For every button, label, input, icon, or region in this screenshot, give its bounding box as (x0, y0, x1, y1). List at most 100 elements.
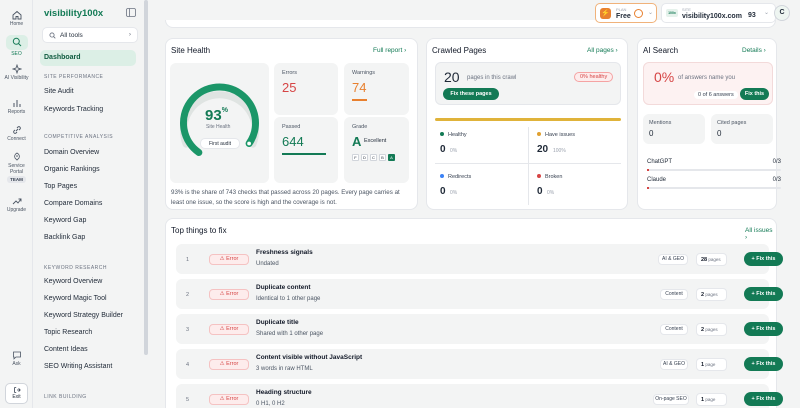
rail-ask[interactable]: Ask (0, 350, 33, 367)
category-tag: AI & GEO (658, 254, 688, 265)
warnings-tile[interactable]: Warnings 74 (344, 63, 409, 115)
health-score: 93% (205, 107, 228, 124)
fix-pages-button[interactable]: Fix these pages (443, 88, 499, 100)
sidebar-item-keywords-tracking[interactable]: Keywords Tracking (44, 106, 104, 113)
stat-healthy[interactable]: Healthy 0 0% (440, 132, 467, 155)
category-tag: Content (660, 289, 688, 300)
health-description: 93% is the share of 743 checks that pass… (171, 189, 400, 206)
sidebar-item-keyword-overview[interactable]: Keyword Overview (44, 278, 103, 285)
sidebar-scrollbar[interactable] (144, 0, 148, 355)
issue-row[interactable]: 2 ⚠ Error Duplicate content Identical to… (176, 279, 783, 309)
sidebar-item-backlink-gap[interactable]: Backlink Gap (44, 234, 86, 241)
site-selector[interactable]: 100x SITE visibility100x.com 93 ⌄ (661, 3, 776, 23)
sidebar-item-site-audit[interactable]: Site Audit (44, 88, 74, 95)
sparkle-icon (11, 64, 22, 74)
ai-fix-button[interactable]: Fix this (740, 88, 769, 100)
sidebar-item-domain-overview[interactable]: Domain Overview (44, 149, 100, 156)
ai-summary: 0% of answers name you 0 of 6 answers Fi… (643, 62, 773, 105)
error-badge: ⚠ Error (209, 254, 249, 265)
sidebar-item-organic-rankings[interactable]: Organic Rankings (44, 166, 100, 173)
crawl-status-bar (435, 118, 621, 121)
mentions-tile: Mentions 0 (643, 114, 705, 144)
avatar[interactable]: C (774, 5, 790, 21)
stat-broken[interactable]: Broken 0 0% (537, 174, 563, 197)
pages-count: 2 pages (696, 323, 727, 336)
fix-button[interactable]: + Fix this (744, 357, 783, 371)
stat-have-issues[interactable]: Have issues 20 100% (537, 132, 575, 155)
section-title: KEYWORD RESEARCH (44, 265, 108, 271)
sidebar-item-top-pages[interactable]: Top Pages (44, 183, 78, 190)
rocket-icon (13, 152, 20, 161)
site-logo: 100x (666, 9, 678, 17)
details-link[interactable]: Details › (742, 47, 766, 54)
plan-selector[interactable]: ⚡ PLAN Free ⌄ (595, 3, 657, 23)
exit-button[interactable]: Exit (5, 383, 28, 404)
all-issues-link[interactable]: All issues › (745, 227, 773, 241)
team-badge: TEAM (7, 176, 26, 183)
sidebar-item-content-ideas[interactable]: Content Ideas (44, 346, 88, 353)
chevron-down-icon: ⌄ (764, 10, 770, 16)
rail-reports[interactable]: Reports (0, 98, 33, 115)
section-title: LINK BUILDING (44, 394, 87, 400)
health-gauge: 93% Site Health First audit (170, 63, 269, 183)
rail-ai-visibility[interactable]: AI Visibility (0, 64, 33, 81)
fix-button[interactable]: + Fix this (744, 322, 783, 336)
error-badge: ⚠ Error (209, 359, 249, 370)
rail-service-portal[interactable]: Service Portal TEAM (0, 152, 33, 183)
rail-upgrade[interactable]: Upgrade (0, 196, 33, 213)
error-badge: ⚠ Error (209, 324, 249, 335)
sidebar-item-dashboard[interactable]: Dashboard (40, 50, 136, 66)
stat-redirects[interactable]: Redirects 0 0% (440, 174, 472, 197)
category-tag: Content (660, 324, 688, 335)
chevron-right-icon: › (128, 31, 131, 38)
card-title: AI Search (643, 46, 679, 55)
sidebar-item-compare-domains[interactable]: Compare Domains (44, 200, 103, 207)
pages-count: 1 page (696, 358, 727, 371)
healthy-pill: 0% healthy (574, 72, 614, 82)
sidebar-item-keyword-strategy-builder[interactable]: Keyword Strategy Builder (44, 312, 123, 319)
issue-row[interactable]: 3 ⚠ Error Duplicate title Shared with 1 … (176, 314, 783, 344)
pages-count: 28 pages (696, 253, 727, 266)
sidebar-collapse-icon[interactable] (126, 8, 136, 17)
passed-tile[interactable]: Passed 644 (274, 117, 338, 183)
sidebar-item-keyword-gap[interactable]: Keyword Gap (44, 217, 87, 224)
section-title: COMPETITIVE ANALYSIS (44, 134, 114, 140)
first-audit-badge: First audit (200, 138, 240, 149)
fix-button[interactable]: + Fix this (744, 287, 783, 301)
rail-seo[interactable]: SEO (0, 35, 33, 57)
full-report-link[interactable]: Full report › (373, 47, 407, 54)
sidebar-item-topic-research[interactable]: Topic Research (44, 329, 93, 336)
rail-connect[interactable]: Connect (0, 125, 33, 142)
sidebar-item-seo-writing-assistant[interactable]: SEO Writing Assistant (44, 363, 113, 370)
trending-up-icon (12, 198, 21, 205)
gauge-arc (180, 83, 259, 156)
plan-usage-ring (634, 9, 643, 18)
errors-tile[interactable]: Errors 25 (274, 63, 338, 115)
fix-button[interactable]: + Fix this (744, 252, 783, 266)
card-title: Site Health (171, 46, 211, 55)
crawl-summary: 20 pages in this crawl 0% healthy Fix th… (435, 62, 621, 105)
issue-row[interactable]: 4 ⚠ Error Content visible without JavaSc… (176, 349, 783, 379)
site-health-card: Site Health Full report › 93% Site Healt… (165, 38, 418, 210)
ai-search-card: AI Search Details › 0% of answers name y… (637, 38, 781, 210)
section-title: SITE PERFORMANCE (44, 74, 104, 80)
lightning-icon: ⚡ (600, 8, 611, 19)
all-pages-link[interactable]: All pages › (587, 47, 618, 54)
issue-row[interactable]: 1 ⚠ Error Freshness signals Undated AI &… (176, 244, 783, 274)
home-icon (12, 10, 21, 20)
issue-row[interactable]: 5 ⚠ Error Heading structure 0 H1, 0 H2 O… (176, 384, 783, 408)
rail-home[interactable]: Home (0, 10, 33, 27)
sidebar: visibility100x All tools › Dashboard SIT… (34, 0, 146, 408)
link-icon (12, 126, 21, 134)
engine-chatgpt: ChatGPT 0/3 (647, 159, 781, 171)
brand-logo: visibility100x (44, 8, 104, 19)
all-tools-search[interactable]: All tools › (42, 27, 138, 43)
fix-button[interactable]: + Fix this (744, 392, 783, 406)
category-tag: AI & GEO (660, 359, 688, 370)
exit-icon (13, 387, 21, 393)
warnings-bar (352, 99, 367, 101)
sidebar-item-keyword-magic-tool[interactable]: Keyword Magic Tool (44, 295, 107, 302)
site-score: 93 (748, 12, 756, 19)
